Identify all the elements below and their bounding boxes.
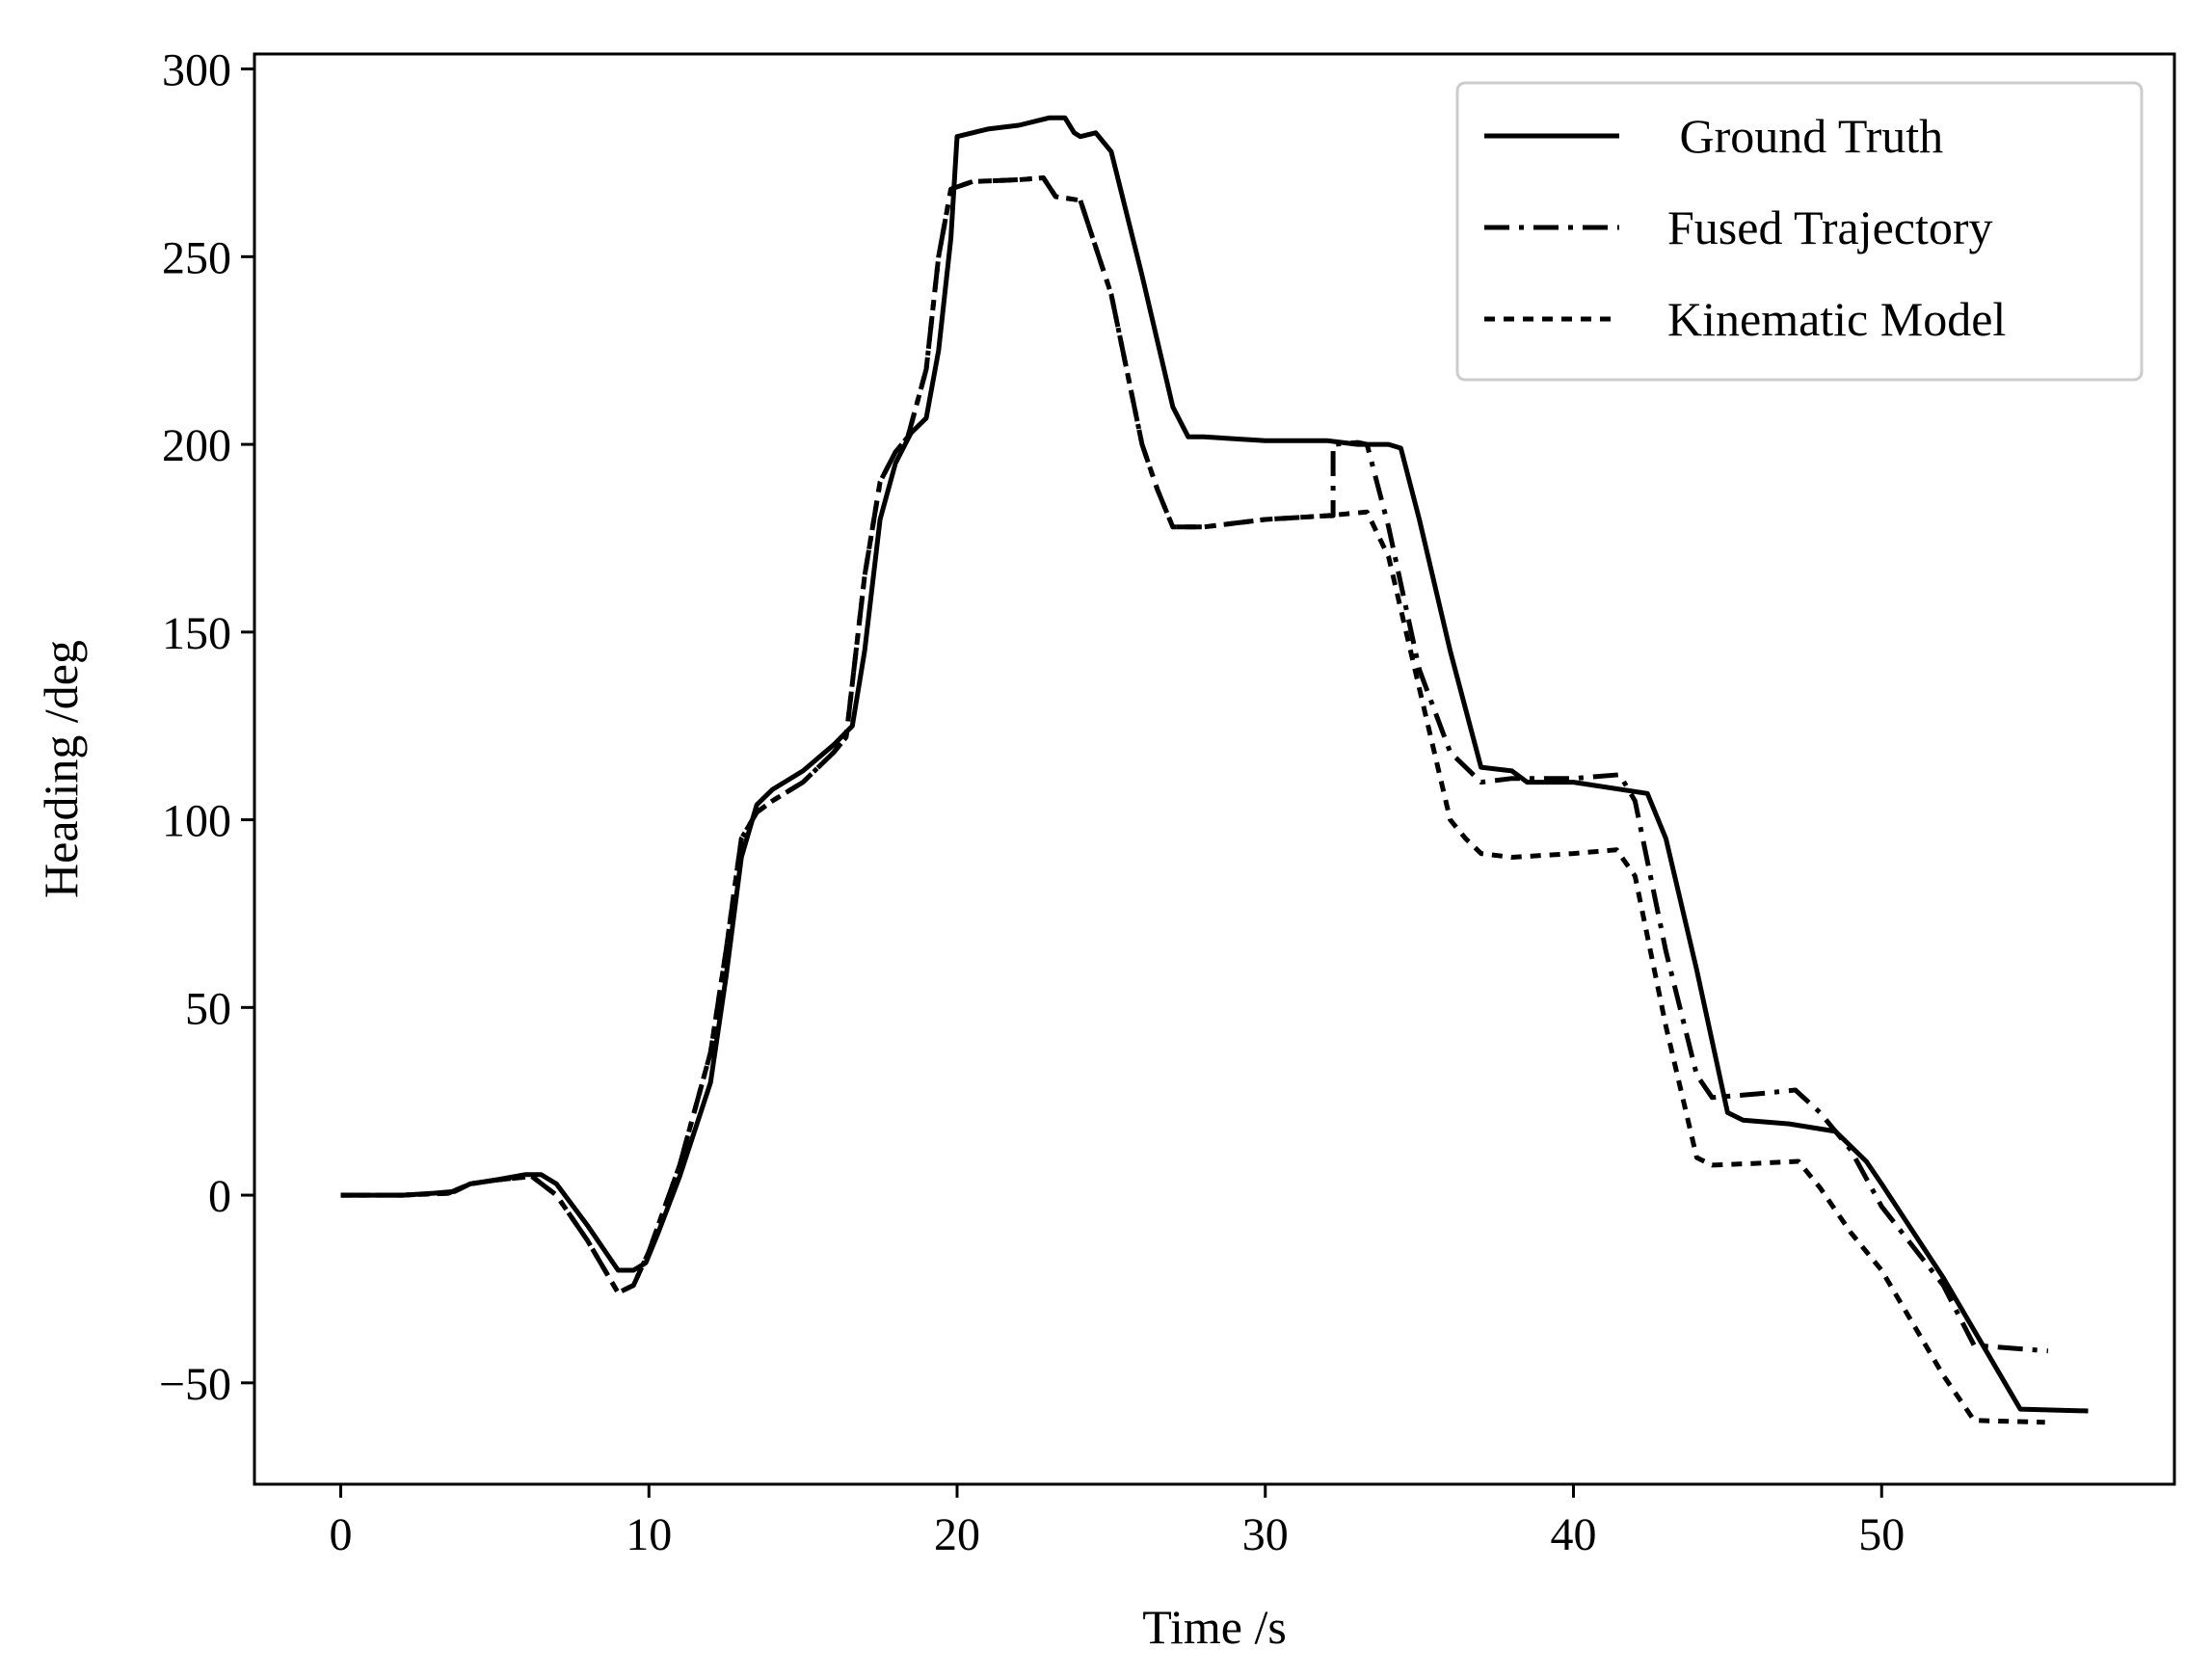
x-tick-label: 10 [626,1509,672,1560]
legend-box [1455,81,2144,382]
y-axis-label: Heading /deg [34,640,88,898]
y-tick-label: 300 [162,45,231,96]
y-tick-label: 250 [162,232,231,283]
y-tick-label: 150 [162,608,231,659]
series-line-ground-truth [340,115,2089,1414]
plot-frame [253,52,2176,1486]
x-tick-label: 0 [330,1509,353,1560]
x-tick-label: 30 [1242,1509,1289,1560]
legend-label-ground-truth: Ground Truth [1667,109,1943,163]
y-tick-label: 50 [185,983,231,1034]
legend: Ground Truth Fused Trajectory Kinematic Mo… [1455,81,2144,382]
series-line-fused-trajectory [340,175,2049,1354]
x-tick-label: 40 [1551,1509,1597,1560]
x-tick-label: 50 [1858,1509,1905,1560]
y-tick-label: −50 [159,1359,231,1410]
y-tick-label: 0 [208,1171,231,1222]
legend-label-kinematic-model: Kinematic Model [1667,292,2006,346]
y-tick-label: 100 [162,796,231,847]
axes-layer: 0 10 20 30 40 50 −50 0 50 100 150 200 250 300 Time /s H… [34,45,2176,1654]
x-tick-label: 20 [934,1509,980,1560]
x-axis-label: Time /s [1142,1600,1287,1654]
legend-label-fused-trajectory: Fused Trajectory [1667,200,1993,254]
y-tick-label: 200 [162,420,231,471]
series-lines-layer [340,115,2089,1425]
